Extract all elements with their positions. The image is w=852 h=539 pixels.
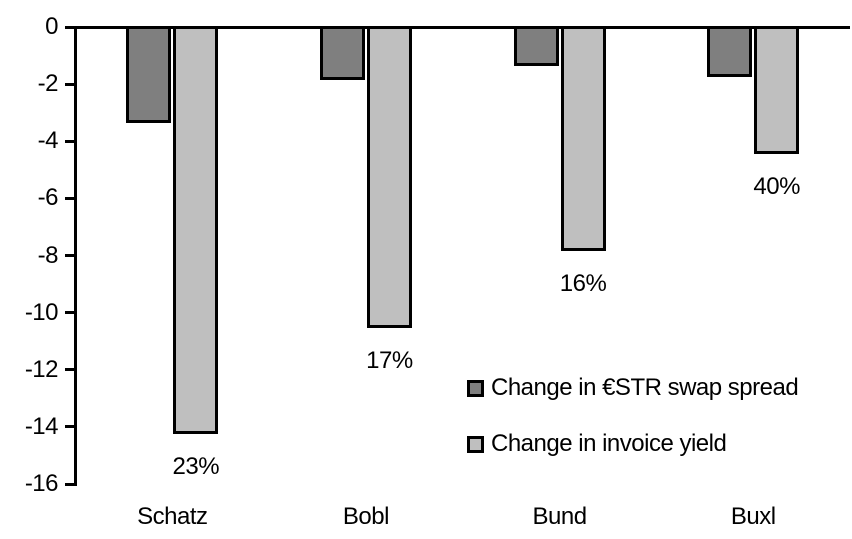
x-axis-zero-line	[74, 25, 850, 29]
bar-bobl-swap-spread	[319, 27, 365, 80]
y-axis-tick-label: -2	[37, 70, 59, 98]
bar-bobl-invoice-yield	[366, 27, 412, 329]
y-axis-tick-label: -6	[37, 184, 59, 212]
bar-value-label-bobl: 17%	[366, 346, 413, 374]
bar-bund-swap-spread	[513, 27, 559, 66]
y-axis-tick	[65, 425, 74, 429]
legend: Change in €STR swap spread Change in inv…	[467, 374, 799, 457]
y-axis-tick	[65, 139, 74, 143]
legend-item-swap-spread: Change in €STR swap spread	[467, 374, 799, 401]
bar-value-label-schatz: 23%	[172, 452, 220, 480]
y-axis-tick-label: -10	[24, 298, 59, 326]
bar-schatz-swap-spread	[126, 27, 172, 123]
y-axis-tick	[65, 82, 74, 86]
y-axis-line	[74, 25, 77, 486]
bar-buxl-swap-spread	[707, 27, 753, 78]
bar-bund-invoice-yield	[560, 27, 606, 252]
y-axis-tick	[65, 368, 74, 372]
y-axis-tick-label: -14	[24, 412, 59, 440]
x-axis-category-label-bobl: Bobl	[342, 503, 390, 530]
y-axis-tick-label: 0	[45, 13, 58, 40]
y-axis-tick	[65, 196, 74, 200]
y-axis-tick-label: -12	[24, 355, 59, 383]
bar-buxl-invoice-yield	[754, 27, 800, 155]
x-axis-category-label-bund: Bund	[532, 503, 588, 530]
bar-value-label-buxl: 40%	[753, 172, 800, 200]
y-axis-tick	[65, 25, 74, 29]
legend-swatch-invoice-yield-icon	[467, 435, 484, 453]
y-axis-tick-label: -8	[37, 241, 59, 269]
x-axis-category-label-schatz: Schatz	[137, 503, 208, 530]
legend-label-invoice-yield: Change in invoice yield	[491, 430, 727, 457]
legend-label-swap-spread: Change in €STR swap spread	[491, 374, 799, 401]
y-axis-tick	[65, 311, 74, 315]
legend-swatch-swap-spread-icon	[467, 379, 484, 397]
x-axis-category-label-buxl: Buxl	[730, 503, 776, 530]
y-axis-tick-label: -16	[24, 470, 59, 497]
legend-item-invoice-yield: Change in invoice yield	[467, 431, 798, 457]
y-axis-tick	[65, 482, 74, 486]
bar-schatz-invoice-yield	[173, 27, 219, 435]
y-axis-tick-label: -4	[37, 127, 59, 155]
bar-value-label-bund: 16%	[559, 269, 607, 297]
y-axis-tick	[65, 254, 74, 257]
